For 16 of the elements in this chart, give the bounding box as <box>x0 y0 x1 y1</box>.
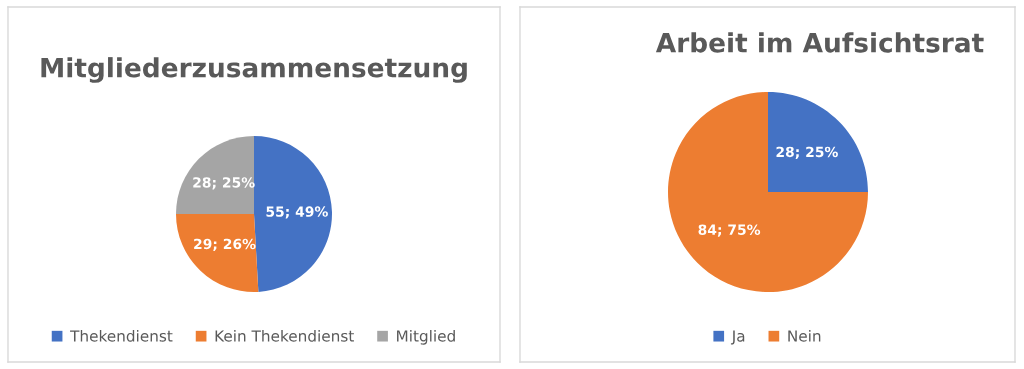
legend-label: Ja <box>730 330 745 345</box>
data-label: 29; 26% <box>194 238 256 251</box>
pie-slice <box>176 136 254 214</box>
legend-label: Thekendienst <box>70 329 173 342</box>
chart-title: Arbeit im Aufsichtsrat <box>655 32 984 53</box>
pie-slice <box>668 92 868 292</box>
legend-label: Nein <box>788 329 821 342</box>
pie-slice <box>254 136 332 292</box>
data-label: 28; 25% <box>776 146 838 159</box>
data-label: 84; 75% <box>698 224 761 237</box>
legend-label: Mitglied <box>397 329 455 345</box>
chart-title: Mitgliederzusammensetzung <box>41 57 467 83</box>
pie-slice <box>176 214 259 292</box>
data-label: 55; 49% <box>266 206 328 219</box>
legend-label: Kein Thekendienst <box>215 329 354 342</box>
pie-slice <box>768 92 868 192</box>
